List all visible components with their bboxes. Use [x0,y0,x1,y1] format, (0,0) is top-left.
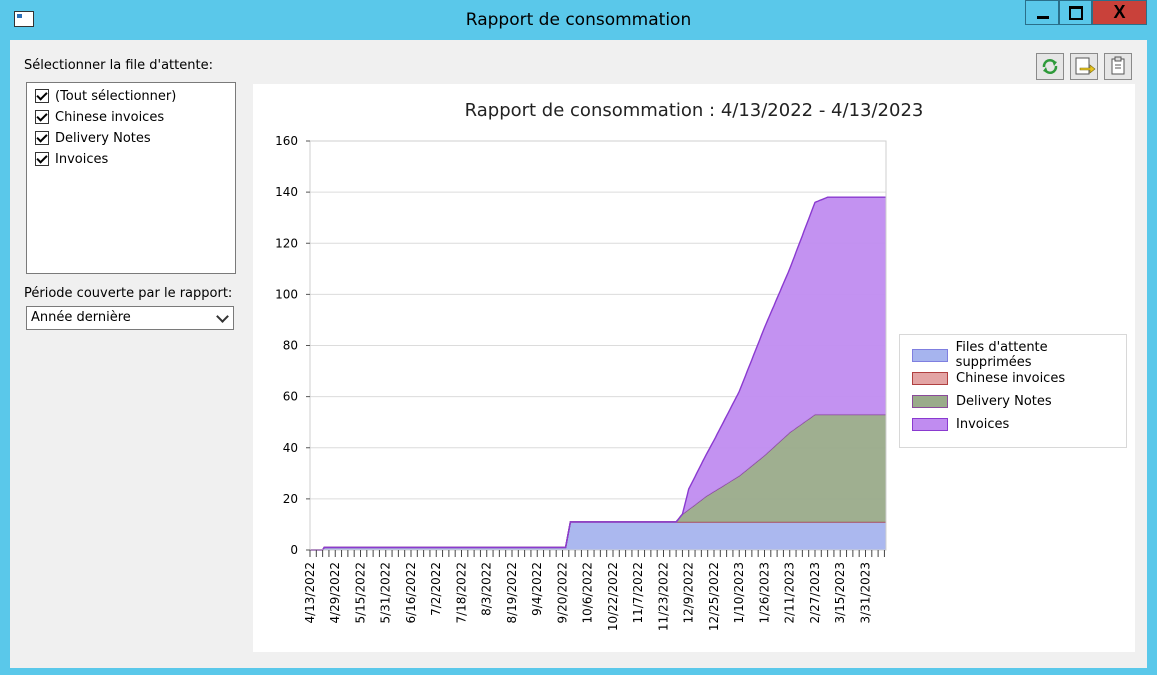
title-bar: Rapport de consommation X [0,0,1157,40]
legend-swatch [912,394,948,408]
checkbox-checked-icon[interactable] [35,110,49,124]
chart-legend: Files d'attente supprimées Chinese invoi… [899,334,1127,448]
x-tick-label: 4/29/2022 [328,562,342,624]
window-title: Rapport de consommation [465,10,692,30]
checkbox-checked-icon[interactable] [35,152,49,166]
x-tick-label: 6/16/2022 [404,562,418,624]
chart-panel: Rapport de consommation : 4/13/2022 - 4/… [253,84,1135,652]
chevron-down-icon[interactable] [216,310,229,323]
y-tick-label: 20 [283,492,298,506]
x-tick-label: 4/13/2022 [303,562,317,624]
legend-label: Chinese invoices [956,370,1066,386]
consumption-chart: Rapport de consommation : 4/13/2022 - 4/… [275,100,924,631]
y-tick-label: 60 [283,390,298,404]
legend-item: Chinese invoices [912,369,1065,387]
legend-swatch [912,348,948,362]
series-area [310,414,886,550]
y-tick-label: 160 [275,134,298,148]
y-tick-label: 120 [275,236,298,250]
y-tick-label: 80 [283,339,298,353]
queue-item-select-all[interactable]: (Tout sélectionner) [35,86,176,106]
x-tick-label: 9/4/2022 [530,562,544,616]
x-tick-label: 7/18/2022 [454,562,468,624]
legend-item: Files d'attente supprimées [912,340,1126,370]
queue-checklist[interactable]: (Tout sélectionner) Chinese invoices Del… [26,82,236,274]
checkbox-checked-icon[interactable] [35,89,49,103]
queue-item-delivery-notes[interactable]: Delivery Notes [35,128,151,148]
x-tick-label: 12/9/2022 [682,562,696,624]
legend-swatch [912,417,948,431]
x-tick-label: 10/22/2022 [606,562,620,631]
queue-item-label: Invoices [55,151,109,167]
refresh-icon [1042,59,1058,74]
legend-label: Files d'attente supprimées [955,340,1048,370]
queue-select-label: Sélectionner la file d'attente: [24,58,213,73]
chart-title: Rapport de consommation : 4/13/2022 - 4/… [465,100,924,121]
x-tick-label: 1/26/2023 [757,562,771,624]
legend-label: Delivery Notes [956,393,1052,409]
copy-button[interactable] [1104,53,1132,80]
x-tick-label: 5/31/2022 [379,562,393,624]
x-tick-label: 11/7/2022 [631,562,645,624]
period-select-value: Année dernière [31,310,131,325]
x-tick-label: 7/2/2022 [429,562,443,616]
x-tick-label: 9/20/2022 [555,562,569,624]
x-tick-label: 8/19/2022 [505,562,519,624]
x-tick-label: 12/25/2022 [707,562,721,631]
legend-item: Delivery Notes [912,392,1052,410]
series-area [310,521,886,550]
queue-item-label: Delivery Notes [55,130,151,146]
x-tick-label: 10/6/2022 [581,562,595,624]
checkbox-checked-icon[interactable] [35,131,49,145]
series-line [310,196,886,551]
series-area [310,197,886,550]
window-client-area: Sélectionner la file d'attente: (Tout sé… [10,40,1147,668]
queue-item-label: Chinese invoices [55,109,165,125]
x-tick-label: 3/15/2023 [833,562,847,624]
x-tick-label: 11/23/2022 [656,562,670,631]
x-tick-label: 5/15/2022 [353,562,367,624]
queue-item-label: (Tout sélectionner) [55,88,177,104]
x-tick-label: 2/27/2023 [808,562,822,624]
period-select[interactable]: Année dernière [26,306,234,330]
copy-icon [1111,56,1125,75]
y-tick-label: 40 [283,441,298,455]
maximize-button[interactable] [1059,0,1092,25]
period-label: Période couverte par le rapport: [24,286,233,301]
app-window-icon[interactable] [14,11,34,27]
queue-item-chinese-invoices[interactable]: Chinese invoices [35,107,164,127]
x-tick-label: 3/31/2023 [858,562,872,624]
y-tick-label: 140 [275,185,298,199]
export-button[interactable] [1070,53,1098,80]
close-button[interactable]: X [1092,0,1147,25]
legend-item: Invoices [912,415,1009,433]
refresh-button[interactable] [1036,53,1064,80]
export-icon [1075,57,1096,75]
x-tick-label: 2/11/2023 [783,562,797,624]
x-tick-label: 1/10/2023 [732,562,746,624]
queue-item-invoices[interactable]: Invoices [35,149,108,169]
legend-label: Invoices [956,416,1010,432]
legend-swatch [912,371,948,385]
minimize-button[interactable] [1025,0,1059,25]
y-tick-label: 100 [275,287,298,301]
y-tick-label: 0 [290,543,298,557]
x-tick-label: 8/3/2022 [480,562,494,616]
